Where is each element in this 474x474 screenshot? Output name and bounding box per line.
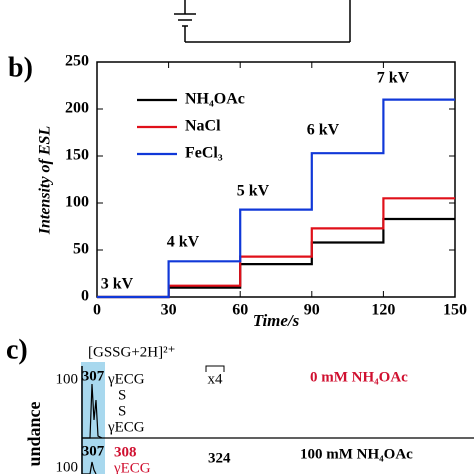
condition: 0 mM NH₄OAc bbox=[310, 369, 408, 385]
x-tick-label: 30 bbox=[161, 302, 177, 319]
ion-label: [GSSG+2H]²⁺ bbox=[88, 344, 176, 360]
peak-label: 324 bbox=[208, 450, 231, 466]
x-tick-label: 90 bbox=[304, 302, 320, 319]
condition: 100 mM NH₄OAc bbox=[300, 446, 413, 462]
legend-label: NaCl bbox=[185, 118, 221, 135]
peak-label: 308 bbox=[114, 444, 137, 460]
highlight bbox=[81, 362, 105, 474]
x-tick-label: 120 bbox=[371, 302, 395, 319]
plot-frame bbox=[96, 61, 456, 298]
annotation: 5 kV bbox=[237, 183, 270, 200]
panel-label: c) bbox=[6, 334, 28, 365]
spectrum bbox=[82, 461, 97, 474]
series-line bbox=[97, 197, 455, 299]
y-tick-label: 250 bbox=[65, 53, 89, 70]
x-tick-label: 150 bbox=[443, 302, 467, 319]
annotation: 3 kV bbox=[101, 276, 134, 293]
structure: γECG bbox=[113, 460, 151, 474]
peak-label: 307 bbox=[82, 443, 105, 459]
x-axis-label: Time/s bbox=[253, 311, 300, 330]
x-tick-label: 0 bbox=[93, 302, 101, 319]
y-tick-label: 50 bbox=[73, 241, 89, 258]
annotation: 6 kV bbox=[307, 122, 340, 139]
x-tick-label: 60 bbox=[232, 302, 248, 319]
panel-c: c) [GSSG+2H]²⁺ undance 100 307 γECG S S … bbox=[6, 334, 474, 474]
structure: γECG bbox=[107, 371, 145, 387]
series-line bbox=[97, 98, 455, 299]
y-tick-label: 0 bbox=[81, 288, 89, 305]
y-tick-label: 100 bbox=[65, 194, 89, 211]
y-axis-label: Intensity of ESL bbox=[37, 126, 54, 236]
circuit bbox=[174, 0, 351, 43]
series-line bbox=[97, 217, 455, 299]
legend-label: FeCl₃ bbox=[185, 145, 223, 162]
y-axis-label: undance bbox=[24, 401, 44, 466]
bracket bbox=[205, 365, 225, 372]
spectrum bbox=[82, 383, 103, 439]
structure: S bbox=[118, 403, 126, 419]
y-tick-label: 200 bbox=[65, 100, 89, 117]
peak-label: 307 bbox=[82, 368, 105, 384]
tick-label: 100 bbox=[56, 459, 79, 474]
structure: γECG bbox=[107, 419, 145, 435]
annotation: 4 kV bbox=[167, 234, 200, 251]
y-tick-label: 150 bbox=[65, 147, 89, 164]
legend-label: NH₄OAc bbox=[185, 91, 245, 108]
scale-label: x4 bbox=[208, 371, 224, 387]
tick-label: 100 bbox=[56, 371, 79, 387]
panel-label: b) bbox=[8, 52, 33, 83]
structure: S bbox=[118, 387, 126, 403]
annotation: 7 kV bbox=[377, 70, 410, 87]
